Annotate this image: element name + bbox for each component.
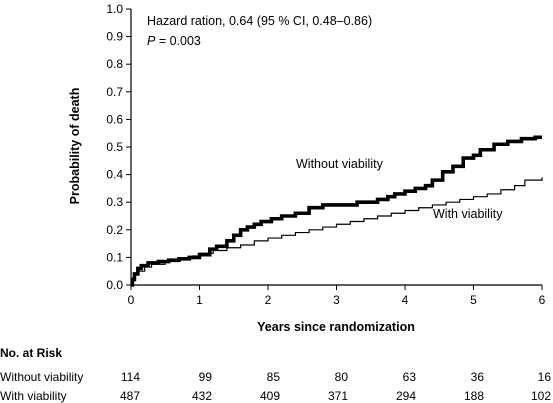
label-with-viability: With viability	[433, 207, 503, 221]
y-tick-label: 0.2	[106, 223, 123, 237]
curve-with-viability	[131, 177, 543, 286]
risk-cell: 487	[119, 389, 140, 403]
risk-row-label: Without viability	[0, 370, 84, 384]
x-tick-label: 2	[265, 293, 272, 307]
y-tick-label: 0.8	[106, 57, 123, 71]
y-tick-label: 1.0	[106, 2, 123, 16]
risk-cell: 409	[259, 389, 280, 403]
p-value: = 0.003	[155, 34, 201, 48]
risk-cell: 188	[463, 389, 484, 403]
p-value-annotation: P = 0.003	[147, 34, 201, 48]
y-tick-label: 0.9	[106, 30, 123, 44]
p-label: P	[147, 34, 156, 48]
series-layer	[130, 135, 543, 287]
y-tick-label: 0.6	[106, 112, 123, 126]
x-tick-label: 5	[470, 293, 477, 307]
x-tick-label: 4	[402, 293, 409, 307]
risk-cell: 36	[470, 370, 484, 384]
risk-cell: 16	[537, 370, 551, 384]
y-tick-label: 0.4	[106, 168, 123, 182]
x-axis-ticks: 0 1 2 3 4 5 6	[128, 285, 546, 307]
y-tick-label: 0.1	[106, 250, 123, 264]
risk-cell: 85	[266, 370, 280, 384]
risk-cell: 102	[530, 389, 551, 403]
x-tick-label: 1	[196, 293, 203, 307]
x-tick-label: 3	[333, 293, 340, 307]
y-axis-ticks: 0.0 0.1 0.2 0.3 0.4 0.5 0.6 0.7 0.8 0.9 1.0	[106, 2, 131, 292]
curve-without-viability	[130, 135, 542, 287]
risk-table-title: No. at Risk	[0, 346, 63, 360]
y-tick-label: 0.7	[106, 85, 123, 99]
risk-row-label: With viability	[0, 389, 67, 403]
x-tick-label: 6	[539, 293, 546, 307]
hazard-ratio-annotation: Hazard ration, 0.64 (95 % CI, 0.48–0.86)	[147, 14, 372, 28]
y-tick-label: 0.5	[106, 140, 123, 154]
x-tick-label: 0	[128, 293, 135, 307]
risk-cell: 114	[120, 370, 140, 384]
label-without-viability: Without viability	[296, 157, 384, 171]
x-axis-title: Years since randomization	[257, 320, 415, 334]
risk-cell: 371	[327, 389, 348, 403]
y-tick-label: 0.0	[106, 278, 123, 292]
risk-cell: 99	[198, 370, 212, 384]
y-tick-label: 0.3	[106, 195, 123, 209]
risk-cell: 294	[395, 389, 416, 403]
risk-cell: 80	[334, 370, 348, 384]
risk-cell: 63	[402, 370, 416, 384]
risk-cell: 432	[191, 389, 212, 403]
y-axis-title: Probability of death	[68, 88, 82, 205]
